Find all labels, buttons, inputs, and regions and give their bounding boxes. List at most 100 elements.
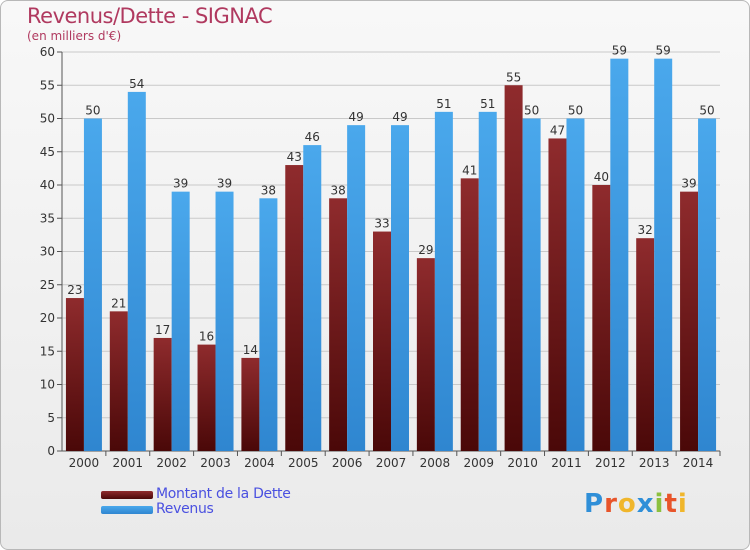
x-tick-label: 2004 [244,456,275,470]
data-label: 50 [699,104,714,118]
data-label: 21 [111,296,126,310]
data-label: 33 [374,217,389,231]
x-tick-label: 2006 [332,456,363,470]
proxiti-logo: Proxiti [584,489,688,519]
y-tick-label: 15 [40,344,55,358]
data-label: 50 [524,104,539,118]
bar-revenus [391,125,409,452]
data-label: 17 [155,323,170,337]
bar-revenus [347,125,366,452]
data-label: 54 [129,77,144,91]
bar-revenus [83,118,102,451]
logo-letter: t [664,489,678,519]
logo-letter: o [617,489,637,519]
bar-revenus [259,198,278,451]
bar-revenus [127,91,146,452]
y-tick-label: 0 [47,444,55,458]
x-tick-label: 2009 [463,456,494,470]
data-label: 32 [638,223,653,237]
y-tick-label: 40 [40,178,55,192]
x-tick-label: 2010 [507,456,538,470]
data-label: 47 [550,123,565,137]
x-tick-label: 2002 [156,456,187,470]
logo-letter: P [584,489,605,519]
y-tick-label: 55 [40,78,55,92]
chart-subtitle: (en milliers d'€) [27,29,122,43]
x-tick-label: 2000 [69,456,100,470]
legend-label-revenus: Revenus [156,501,214,517]
bar-dette [329,198,348,451]
bar-dette [109,311,128,451]
x-tick-label: 2005 [288,456,319,470]
y-tick-label: 5 [47,411,55,425]
data-label: 59 [612,44,627,58]
x-tick-label: 2008 [420,456,451,470]
data-label: 39 [173,177,188,191]
x-tick-label: 2001 [113,456,144,470]
y-tick-label: 25 [40,278,55,292]
bar-revenus [698,118,717,451]
bar-dette [548,138,567,451]
y-tick-label: 45 [40,145,55,159]
bar-dette [504,85,523,451]
data-label: 50 [568,104,583,118]
bar-dette [680,191,699,451]
y-tick-label: 60 [40,45,55,59]
bar-dette [373,231,391,451]
y-tick-label: 30 [40,245,55,259]
data-label: 39 [681,177,696,191]
logo-letter: i [677,489,688,519]
x-tick-label: 2003 [200,456,231,470]
bar-dette [285,165,304,452]
x-tick-label: 2007 [376,456,407,470]
data-label: 38 [330,183,345,197]
bar-revenus [478,111,497,451]
data-label: 51 [480,97,495,111]
legend-swatch-revenus [101,506,153,514]
data-label: 39 [217,177,232,191]
bar-revenus [566,118,585,451]
data-label: 40 [594,170,609,184]
data-label: 59 [656,44,671,58]
bar-revenus [434,111,453,451]
bar-dette [636,238,655,451]
logo-letter: x [636,489,655,519]
data-label: 16 [199,330,214,344]
data-label: 29 [418,243,433,257]
x-tick-label: 2014 [683,456,714,470]
bar-dette [197,344,216,451]
data-label: 41 [462,163,477,177]
y-tick-label: 10 [40,378,55,392]
legend-label-debt: Montant de la Dette [156,486,291,502]
data-label: 43 [287,150,302,164]
bar-revenus [171,191,190,451]
bar-revenus [654,58,673,452]
bar-dette [241,357,260,451]
bar-revenus [303,145,322,451]
x-tick-label: 2013 [639,456,670,470]
data-label: 38 [261,183,276,197]
bar-dette [460,178,479,451]
data-label: 50 [85,104,100,118]
bar-revenus [522,118,541,451]
y-tick-label: 35 [40,211,55,225]
x-tick-label: 2012 [595,456,626,470]
y-tick-label: 20 [40,311,55,325]
chart-title: Revenus/Dette - SIGNAC [27,4,273,28]
bar-dette [416,258,435,451]
data-label: 46 [305,130,320,144]
data-label: 51 [436,97,451,111]
data-label: 14 [243,343,258,357]
logo-letter: i [654,489,665,519]
bar-dette [65,298,84,451]
bar-revenus [215,191,234,451]
y-tick-label: 50 [40,112,55,126]
bar-dette [592,185,611,451]
x-tick-label: 2011 [551,456,582,470]
bar-dette [153,337,172,451]
logo-letter: r [604,489,618,519]
data-label: 55 [506,70,521,84]
bar-revenus [610,58,629,452]
